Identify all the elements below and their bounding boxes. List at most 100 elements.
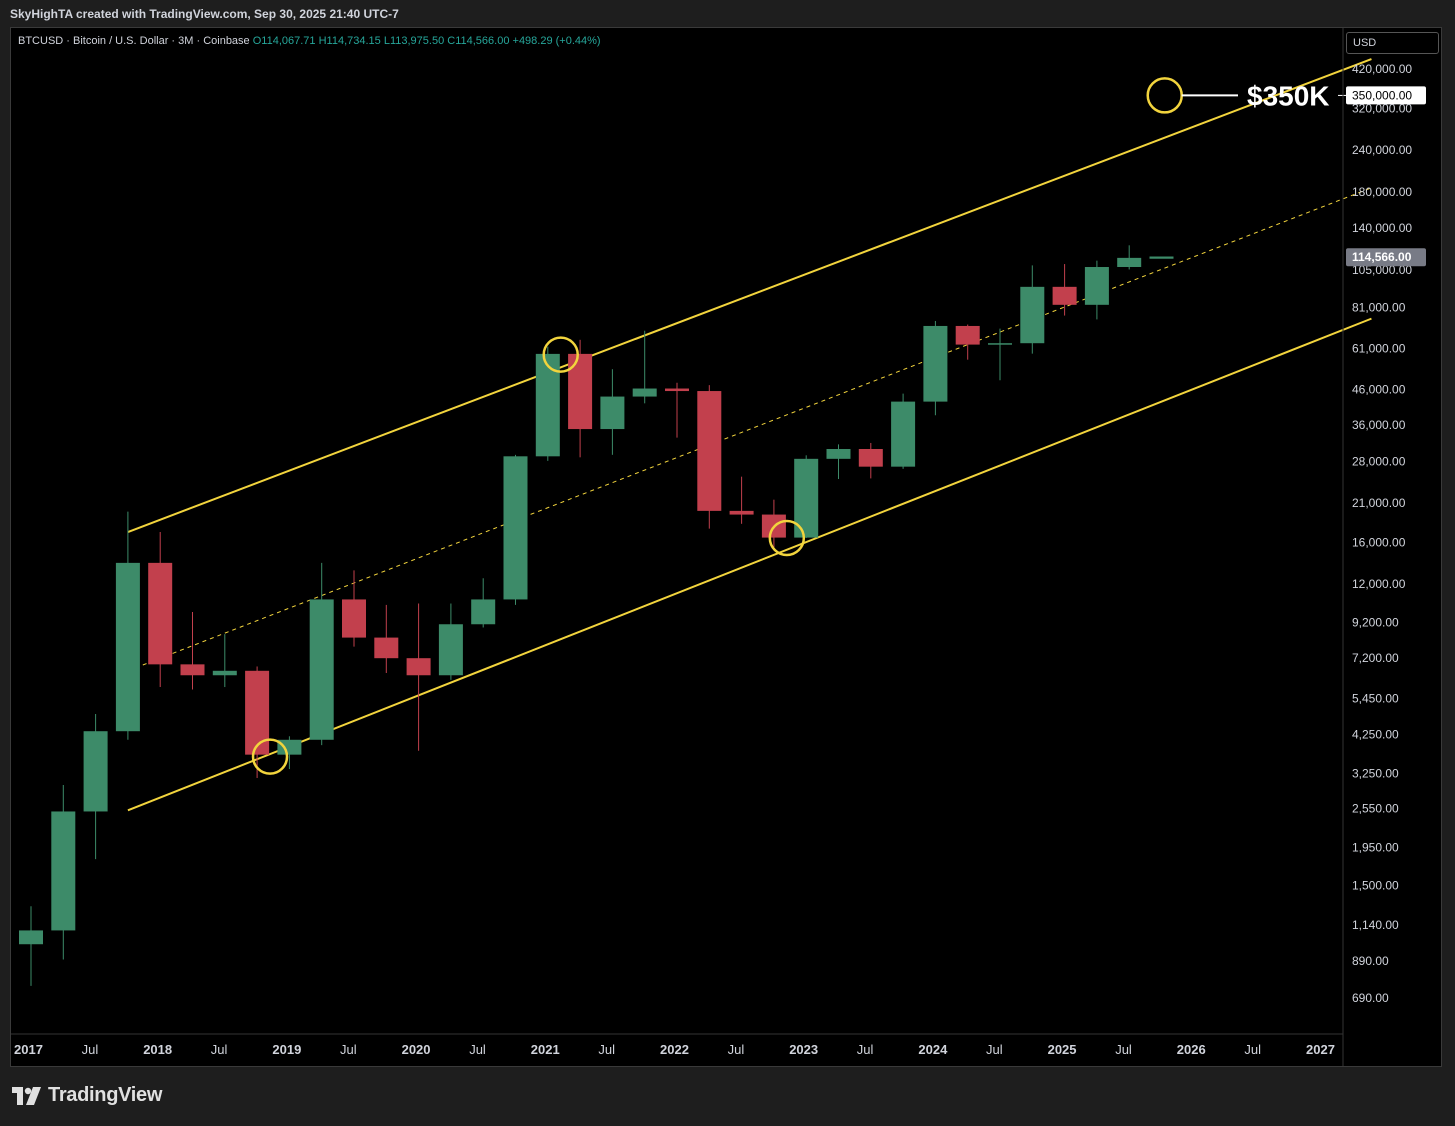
candles	[19, 245, 1174, 986]
legend-low: L113,975.50	[383, 35, 445, 47]
candle	[245, 666, 270, 778]
candle	[438, 603, 463, 680]
candle-body	[600, 396, 625, 430]
candle-body	[1052, 286, 1077, 305]
price-tick-label: 28,000.00	[1352, 454, 1406, 468]
candle	[1052, 264, 1077, 316]
legend-open: O114,067.71	[252, 35, 316, 47]
target-price-label: 350,000.00	[1352, 88, 1412, 102]
price-tick-label: 1,950.00	[1352, 840, 1399, 854]
target-price-badge	[1346, 86, 1426, 105]
candle	[83, 713, 108, 860]
candle-body	[729, 510, 754, 515]
legend-high: H114,734.15	[318, 35, 381, 47]
candle-body	[212, 670, 237, 676]
candle-body	[471, 599, 496, 625]
candle	[665, 382, 689, 438]
candle-body	[180, 664, 205, 676]
candle-body	[83, 731, 108, 812]
chart-caption: SkyHighTA created with TradingView.com, …	[10, 7, 399, 21]
time-tick-label: 2018	[143, 1042, 172, 1057]
candle-body	[826, 449, 851, 459]
price-tick-label: 16,000.00	[1352, 535, 1406, 549]
price-tick-label: 4,250.00	[1352, 728, 1399, 742]
candle	[406, 603, 431, 751]
current-price-badge: 114,566.00	[1346, 248, 1426, 267]
time-axis[interactable]: 2017 Jul 2018 Jul 2019 Jul 2020 Jul 2021 Jul 2022 J…	[11, 1033, 1343, 1057]
candle-body	[665, 388, 689, 392]
candle-body	[1020, 286, 1045, 344]
time-tick-label: Jul	[340, 1042, 357, 1057]
candle-body	[148, 562, 173, 665]
time-tick-label: Jul	[857, 1042, 874, 1057]
candle	[180, 612, 205, 690]
time-tick-label: Jul	[728, 1042, 745, 1057]
candle-body	[406, 658, 431, 676]
candle	[858, 442, 883, 479]
price-tick-label: 690.00	[1352, 991, 1389, 1005]
current-price-bg	[1346, 248, 1426, 267]
candle	[826, 444, 851, 479]
candle	[309, 562, 334, 746]
price-tick-label: 1,500.00	[1352, 878, 1399, 892]
candle-body	[923, 325, 948, 402]
candle	[277, 736, 302, 770]
candle	[51, 785, 76, 960]
candle	[761, 499, 786, 548]
tradingview-logo[interactable]: TradingView	[12, 1084, 162, 1107]
candle	[148, 532, 173, 688]
time-tick-label: 2026	[1177, 1042, 1206, 1057]
time-tick-label: 2022	[660, 1042, 689, 1057]
candle	[471, 578, 496, 628]
candle-body	[955, 325, 980, 345]
time-tick-label: 2024	[918, 1042, 948, 1057]
candle	[374, 604, 399, 674]
target-annotation: $350K 350,000.00	[1181, 80, 1426, 111]
price-tick-label: 81,000.00	[1352, 300, 1406, 314]
time-tick-label: 2023	[789, 1042, 818, 1057]
price-axis[interactable]: 420,000.00 320,000.00 240,000.00 180,000.00…	[1342, 28, 1426, 1066]
candle	[729, 476, 754, 524]
candle-body	[858, 449, 883, 467]
candle	[891, 393, 916, 469]
candle	[19, 906, 43, 986]
candle-body	[342, 599, 366, 638]
highlight-circle	[542, 336, 579, 373]
time-tick-label: 2021	[531, 1042, 560, 1057]
candle	[632, 330, 657, 404]
candle-body	[245, 670, 270, 755]
time-tick-label: Jul	[469, 1042, 486, 1057]
price-tick-label: 12,000.00	[1352, 577, 1406, 591]
candle	[923, 320, 948, 416]
time-tick-label: 2020	[402, 1042, 431, 1057]
candle-body	[309, 599, 334, 740]
time-tick-label: Jul	[211, 1042, 228, 1057]
chart-frame[interactable]	[10, 27, 1442, 1067]
price-tick-label: 7,200.00	[1352, 651, 1399, 665]
price-tick-label: 420,000.00	[1352, 62, 1412, 76]
highlight-circle	[251, 738, 289, 775]
time-tick-label: 2019	[272, 1042, 301, 1057]
candle-body	[697, 391, 722, 511]
candle-body	[277, 739, 302, 755]
channel-lower-line	[127, 317, 1372, 812]
highlight-circles	[251, 77, 1183, 775]
currency-selector[interactable]: USD	[1346, 32, 1439, 54]
price-tick-label: 46,000.00	[1352, 382, 1406, 396]
price-tick-label: 320,000.00	[1352, 101, 1412, 115]
time-tick-label: 2027	[1306, 1042, 1335, 1057]
price-tick-label: 1,140.00	[1352, 918, 1399, 932]
candle-body	[374, 637, 399, 659]
price-tick-label: 36,000.00	[1352, 418, 1406, 432]
symbol-legend: BTCUSD · Bitcoin / U.S. Dollar · 3M · Co…	[18, 35, 601, 47]
candle	[212, 634, 237, 688]
candle	[697, 385, 722, 529]
highlight-circle	[1146, 77, 1183, 114]
channel-lines	[127, 58, 1372, 812]
candle	[503, 454, 528, 605]
time-tick-label: Jul	[598, 1042, 615, 1057]
time-tick-label: Jul	[82, 1042, 99, 1057]
candle	[1020, 265, 1045, 354]
price-tick-label: 240,000.00	[1352, 143, 1412, 157]
